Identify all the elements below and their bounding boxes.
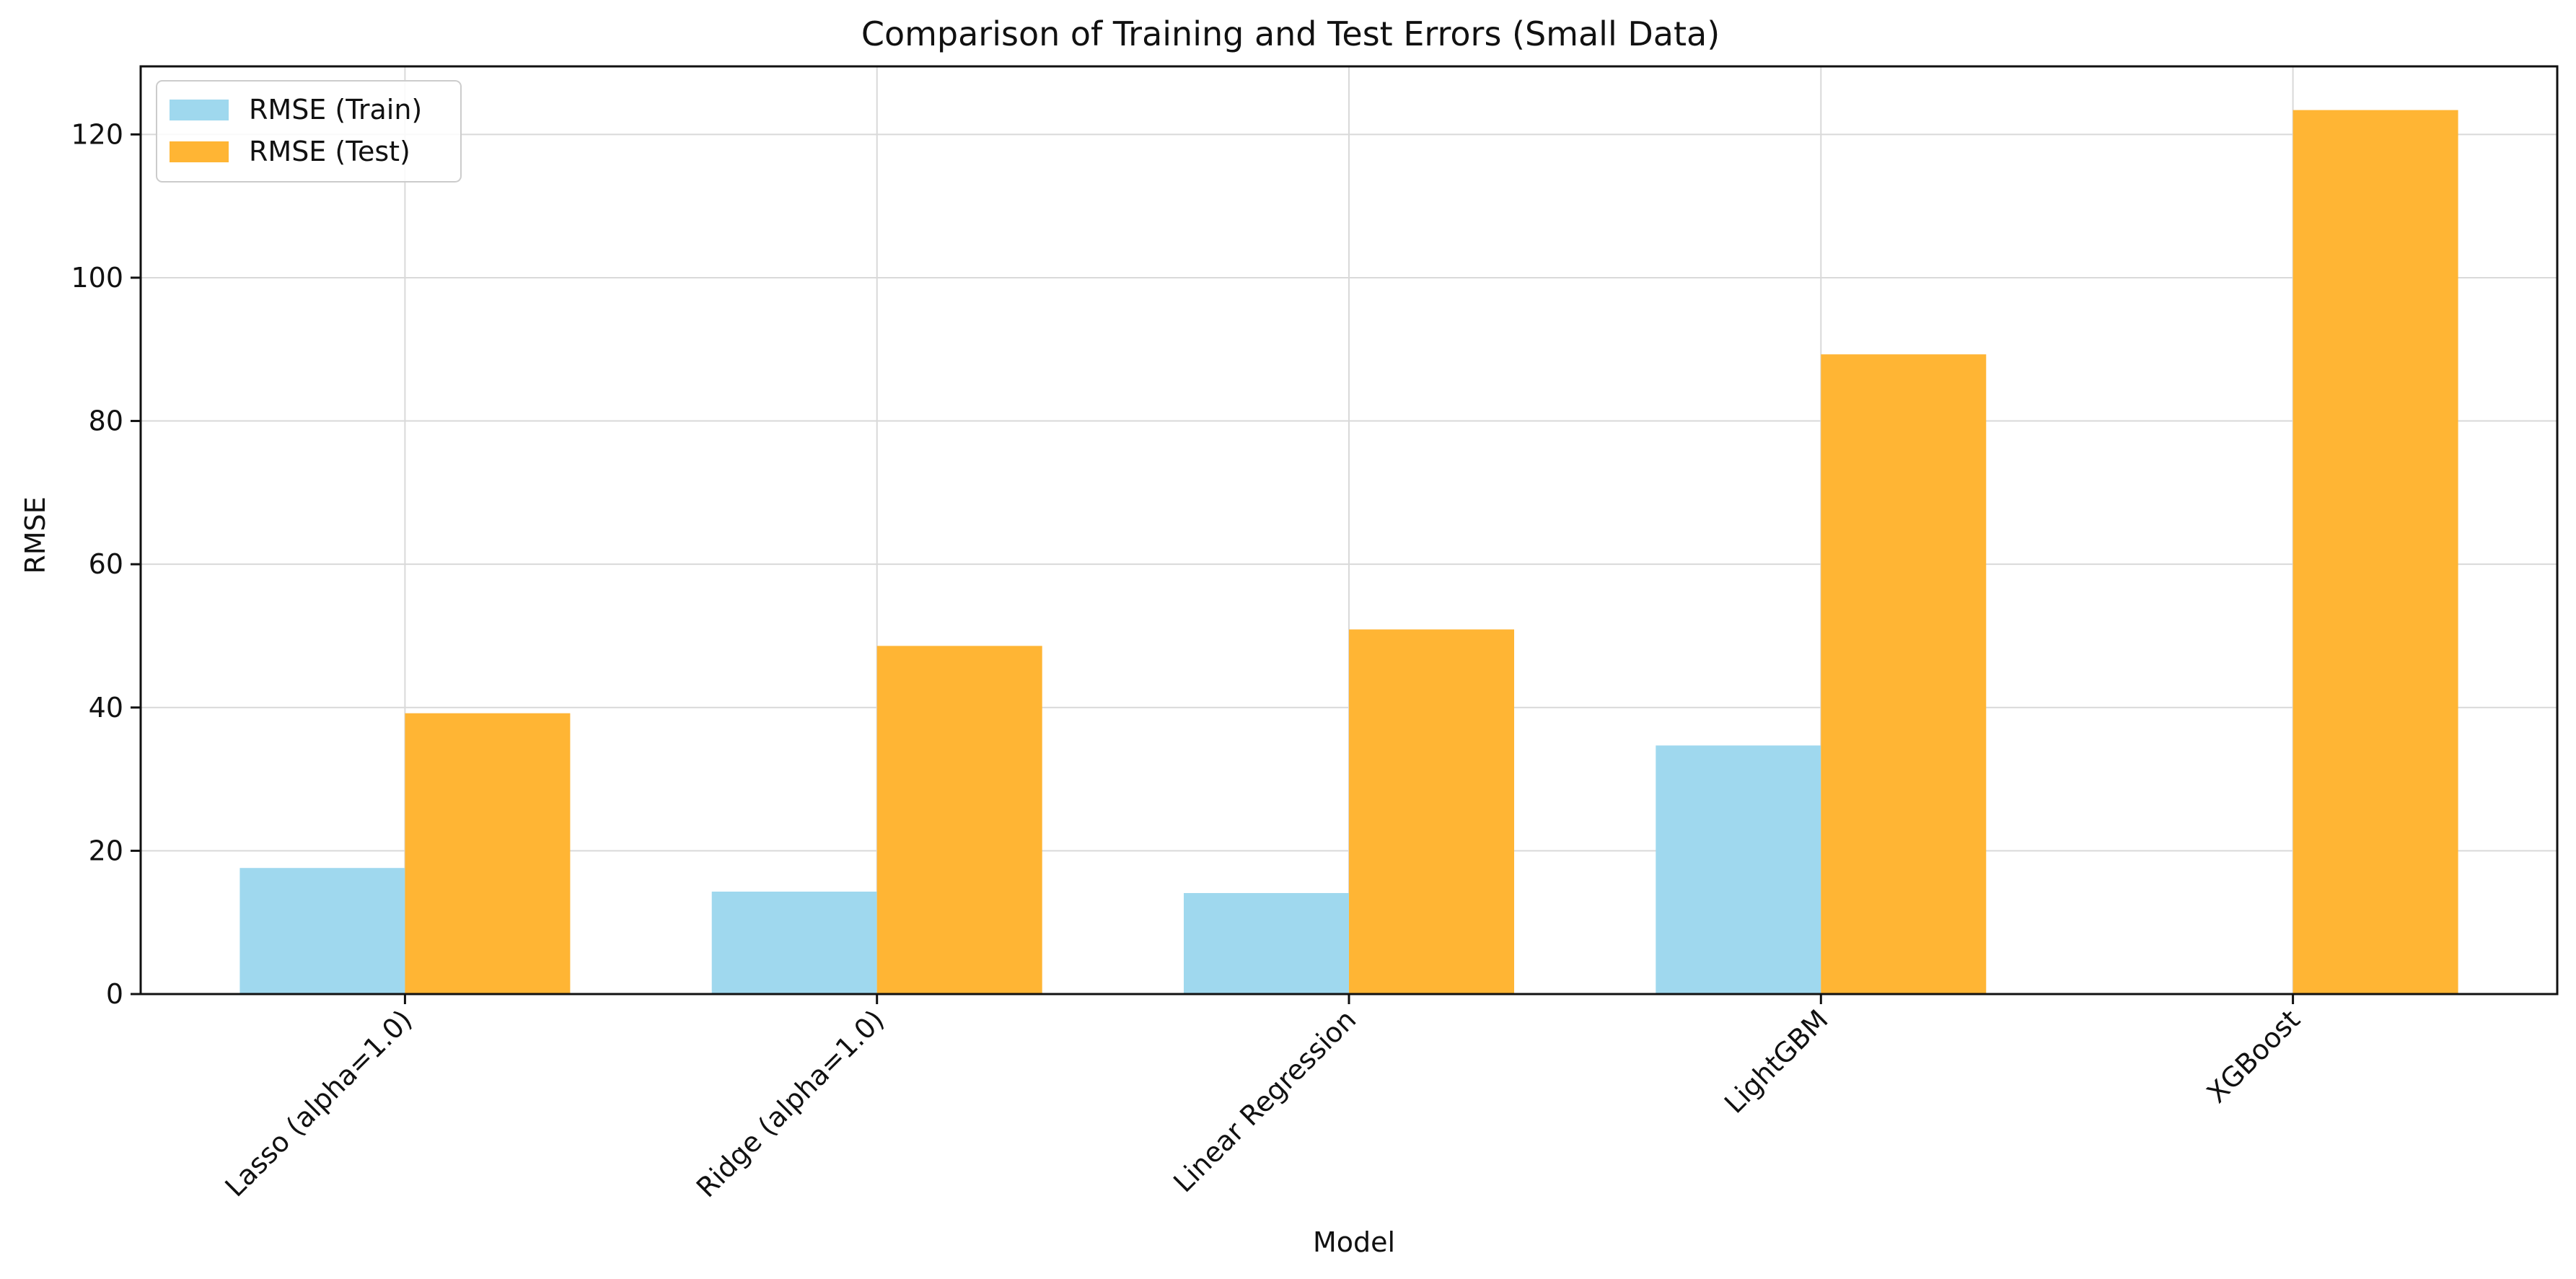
- y-tick-label-6: 120: [71, 118, 123, 150]
- legend-label-0: RMSE (Train): [249, 94, 422, 126]
- bar-test-3: [1821, 354, 1987, 994]
- bar-test-2: [1349, 629, 1515, 994]
- bar-train-3: [1656, 745, 1821, 994]
- bars: [239, 110, 2458, 995]
- bar-train-1: [711, 891, 877, 994]
- y-tick-label-4: 80: [89, 405, 123, 437]
- x-axis-label: Model: [1313, 1226, 1395, 1258]
- chart-title: Comparison of Training and Test Errors (…: [861, 14, 1720, 53]
- bar-test-4: [2293, 110, 2458, 995]
- bar-test-1: [876, 646, 1042, 994]
- bar-train-2: [1183, 892, 1349, 994]
- legend-label-1: RMSE (Test): [249, 136, 410, 167]
- bar-test-0: [405, 713, 571, 994]
- legend-box: [156, 80, 462, 183]
- legend-swatch-0: [170, 100, 229, 120]
- legend: RMSE (Train) RMSE (Test): [156, 80, 462, 183]
- legend-swatch-1: [170, 141, 229, 162]
- y-axis-label: RMSE: [19, 496, 51, 573]
- y-tick-label-0: 0: [106, 978, 123, 1010]
- y-tick-label-5: 100: [71, 262, 123, 294]
- bar-train-0: [239, 868, 405, 994]
- y-tick-label-1: 20: [89, 835, 123, 866]
- y-tick-label-3: 60: [89, 548, 123, 580]
- y-tick-label-2: 40: [89, 692, 123, 724]
